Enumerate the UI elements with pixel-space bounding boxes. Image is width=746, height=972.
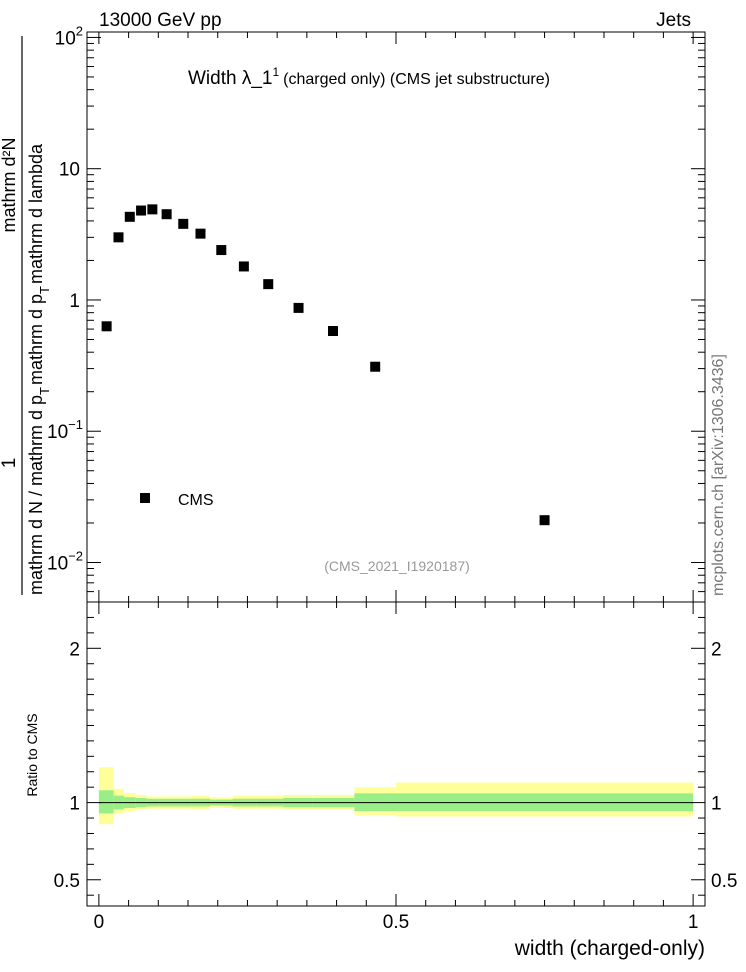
- y-tick-exp: −1: [68, 417, 83, 432]
- y-tick-label: 10−1: [47, 417, 83, 443]
- title-sub: (charged only) (CMS jet substructure): [283, 71, 550, 88]
- ratio-xlabel: width (charged-only): [514, 937, 705, 960]
- ylabel-one: 1: [0, 458, 20, 469]
- ratio-y-tick-label-right: 2: [711, 639, 722, 660]
- data-point: [293, 302, 304, 313]
- ylabel-den-left: mathrm d N / mathrm d p: [26, 395, 46, 595]
- ratio-frame: [86, 601, 706, 907]
- ratio-ylabel: Ratio to CMS: [24, 713, 40, 796]
- data-point: [195, 228, 206, 239]
- data-point: [113, 232, 124, 243]
- y-tick-label: 10: [59, 160, 80, 181]
- ratio-y-tick-label-left: 0.5: [54, 871, 80, 892]
- data-point: [178, 218, 189, 229]
- ratio-x-tick-label: 0: [94, 912, 105, 933]
- energy-label: 13000 GeV pp: [99, 10, 222, 31]
- y-tick-label: 10−2: [47, 548, 83, 574]
- ylabel-numerator: mathrm d²N: [0, 137, 19, 232]
- ratio-bands: [98, 767, 694, 825]
- ylabel-sub-t1: T: [37, 387, 52, 395]
- legend-label: CMS: [178, 492, 214, 509]
- data-point: [539, 515, 550, 526]
- data-point: [216, 245, 227, 256]
- data-point: [370, 361, 381, 372]
- y-tick-exp: −2: [68, 548, 83, 563]
- data-point: [238, 261, 249, 272]
- plot-title: Width λ_11 (charged only) (CMS jet substr…: [188, 65, 550, 89]
- title-sup: 1: [272, 65, 279, 79]
- main-ylabel: 1 mathrm d N / mathrm d pTmathrm d pTmat…: [0, 36, 52, 595]
- source-label: mcplots.cern.ch [arXiv:1306.3436]: [710, 354, 727, 596]
- ratio-y-tick-label-left: 2: [69, 639, 80, 660]
- ylabel-den-mid: mathrm d p: [26, 294, 46, 385]
- y-tick-base: 10: [59, 160, 80, 181]
- main-frame: [86, 31, 706, 603]
- data-point: [328, 326, 339, 337]
- data-point: [136, 205, 147, 216]
- y-tick-base: 10: [55, 28, 76, 49]
- ratio-x-tick-label: 1: [688, 912, 699, 933]
- data-point: [161, 209, 172, 220]
- data-point: [101, 321, 112, 332]
- analysis-id: (CMS_2021_I1920187): [324, 558, 470, 574]
- y-tick-exp: 2: [76, 23, 83, 38]
- ratio-x-tick-label: 0.5: [383, 912, 409, 933]
- y-tick-base: 10: [47, 553, 68, 574]
- ylabel-den-right: mathrm d lambda: [26, 143, 46, 284]
- y-tick-base: 10: [47, 422, 68, 443]
- ratio-band-inner: [98, 790, 114, 814]
- y-tick-label: 1: [69, 291, 80, 312]
- ratio-y-tick-label-left: 1: [69, 794, 80, 815]
- process-label: Jets: [656, 10, 691, 31]
- data-point: [147, 204, 158, 215]
- ylabel-sub-t2: T: [37, 286, 52, 294]
- ratio-y-tick-label-right: 1: [711, 794, 722, 815]
- ylabel-denominator: mathrm d N / mathrm d pTmathrm d pTmathr…: [26, 143, 52, 595]
- title-main: Width λ_1: [188, 68, 272, 89]
- y-tick-base: 1: [69, 291, 80, 312]
- ratio-y-tick-label-right: 0.5: [711, 871, 737, 892]
- y-tick-label: 102: [55, 23, 83, 49]
- main-data-points: [101, 204, 550, 526]
- legend-marker: [140, 493, 150, 503]
- legend: CMS: [140, 492, 214, 509]
- data-point: [263, 279, 274, 290]
- data-point: [124, 211, 135, 222]
- ratio-ticks: 0.5 0.5 1 1 2 2 0 0.5 1: [54, 601, 737, 933]
